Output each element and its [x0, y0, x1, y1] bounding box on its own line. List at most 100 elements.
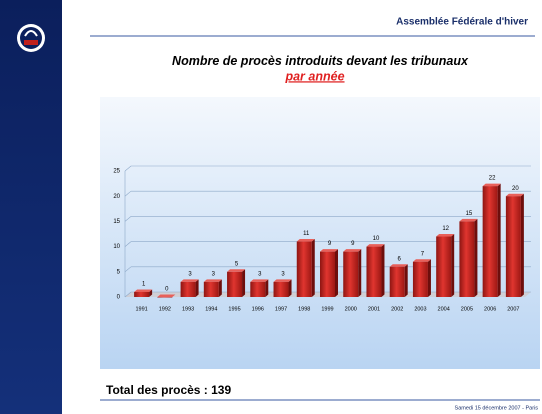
bar	[482, 183, 501, 297]
value-label: 3	[212, 271, 216, 277]
bar-top	[505, 193, 524, 197]
bar-front	[459, 221, 475, 297]
bar-side	[311, 239, 315, 297]
bar-top	[459, 218, 478, 222]
bar-front	[482, 186, 498, 297]
bar-side	[381, 244, 385, 297]
bar-front	[412, 261, 428, 297]
bar-front	[343, 251, 359, 297]
x-tick-label: 1994	[205, 306, 217, 312]
bar	[459, 218, 478, 297]
bar	[505, 193, 524, 297]
x-tick-label: 1995	[228, 306, 240, 312]
x-tick-label: 2007	[507, 306, 519, 312]
bar	[412, 259, 431, 297]
x-tick-label: 1996	[252, 306, 264, 312]
bar-front	[366, 246, 382, 297]
x-tick-label: 1992	[159, 306, 171, 312]
value-label: 3	[281, 271, 285, 277]
grid-line	[124, 165, 132, 172]
bar-top	[227, 269, 246, 272]
x-tick-label: 2000	[345, 306, 357, 312]
bar-side	[358, 249, 362, 297]
value-label: 9	[328, 241, 332, 247]
logo	[17, 24, 45, 52]
value-label: 22	[489, 176, 496, 182]
x-tick-label: 2002	[391, 306, 403, 312]
x-tick-label: 1998	[298, 306, 310, 312]
bar-side	[427, 259, 431, 297]
value-label: 5	[235, 261, 239, 267]
value-label: 7	[421, 251, 425, 257]
value-label: 0	[165, 287, 169, 293]
bar-side	[149, 289, 153, 297]
bar-front	[157, 297, 173, 298]
value-label: 3	[258, 271, 262, 277]
bar-side	[265, 279, 269, 297]
value-label: 12	[442, 226, 449, 232]
bar	[296, 239, 315, 297]
bar-side	[218, 279, 222, 297]
bar-side	[242, 269, 246, 297]
grid-line	[124, 190, 132, 197]
bar-top	[157, 294, 176, 297]
x-tick-label: 1999	[321, 306, 333, 312]
bar	[343, 249, 362, 297]
x-tick-label: 2004	[438, 306, 450, 312]
side-stripe	[0, 0, 62, 414]
x-tick-label: 2006	[484, 306, 496, 312]
bar-front	[250, 281, 266, 297]
total: Total des procès : 139	[106, 383, 231, 397]
title-highlight: par année	[284, 69, 344, 83]
grid-line	[124, 216, 132, 222]
bar	[250, 279, 269, 297]
x-tick-label: 2003	[414, 306, 426, 312]
x-tick-label: 1993	[182, 306, 194, 312]
bar-side	[520, 193, 524, 297]
x-tick-label: 2005	[461, 306, 473, 312]
bar-front	[180, 281, 196, 297]
bar	[273, 279, 292, 297]
bar-top	[389, 264, 408, 267]
y-tick-label: 20	[113, 194, 120, 200]
value-label: 15	[466, 211, 473, 217]
bar-side	[195, 279, 199, 297]
bar-top	[203, 279, 222, 282]
value-label: 9	[351, 241, 355, 247]
bar-top	[250, 279, 269, 282]
y-tick-label: 15	[113, 219, 120, 225]
bar	[203, 279, 222, 297]
header: Assemblée Fédérale d'hiver	[396, 17, 528, 28]
plot: 0 5 10 15 20 25 1991 1 1992 0 1993 3 1994 3 1995 5 1996 3…	[113, 165, 531, 312]
y-tick-label: 0	[117, 295, 121, 301]
bar-front	[389, 266, 405, 297]
bar-side	[288, 279, 292, 297]
bar-side	[335, 249, 338, 297]
value-label: 3	[188, 271, 192, 277]
value-label: 1	[142, 282, 146, 288]
value-label: 10	[373, 236, 380, 242]
bar	[436, 234, 455, 297]
y-tick-label: 10	[113, 244, 120, 250]
bar-side	[451, 234, 455, 297]
bar-top	[180, 279, 199, 282]
x-tick-label: 1991	[135, 306, 147, 312]
bar-top	[320, 249, 338, 252]
bar	[366, 244, 385, 297]
bar-front	[296, 241, 312, 297]
grid-line	[124, 241, 132, 247]
bar-top	[436, 234, 455, 237]
bar-front	[227, 271, 243, 297]
footer: Samedi 15 décembre 2007 - Paris	[455, 405, 539, 411]
bar-top	[412, 259, 431, 262]
value-label: 20	[512, 186, 519, 192]
bar-front	[273, 281, 289, 297]
bar	[227, 269, 246, 297]
y-tick-label: 25	[113, 169, 120, 175]
title-main: Nombre de procès introduits devant les t…	[172, 54, 469, 68]
bar-front	[320, 251, 335, 297]
grid-line	[124, 291, 132, 298]
y-tick-label: 5	[117, 269, 121, 275]
chart-title: Nombre de procès introduits devant les t…	[172, 54, 469, 68]
